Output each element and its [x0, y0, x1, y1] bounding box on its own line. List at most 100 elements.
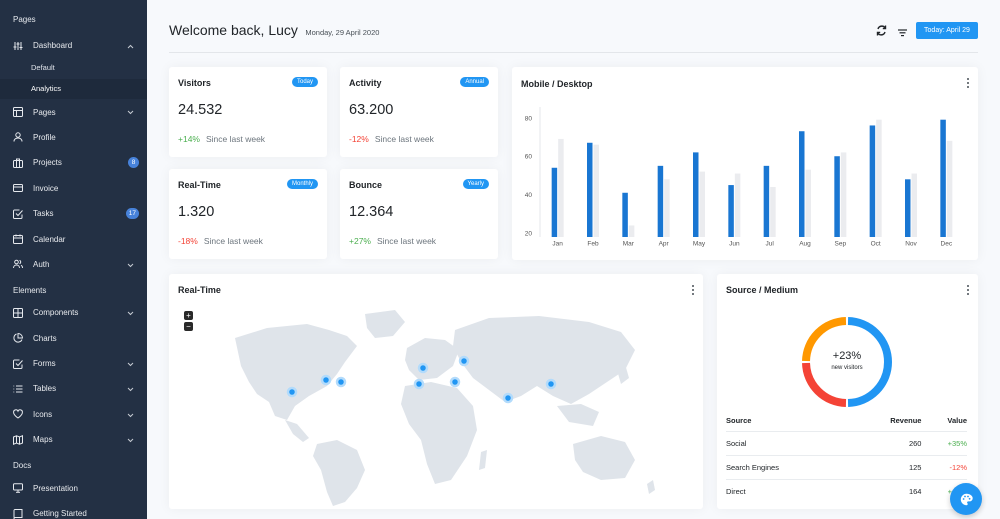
sidebar-item-profile[interactable]: Profile — [0, 125, 147, 150]
sidebar: Pages Dashboard Default Analytics Pages … — [0, 0, 147, 519]
map-landmass — [235, 310, 655, 506]
donut-segment-2 — [802, 362, 847, 407]
realtime-card: Real-Time Monthly 1.320 -18% Since last w… — [169, 169, 327, 259]
briefcase-icon — [13, 158, 23, 168]
row-value: -12% — [949, 462, 967, 472]
sidebar-item-invoice[interactable]: Invoice — [0, 176, 147, 201]
sidebar-item-calendar[interactable]: Calendar — [0, 226, 147, 251]
filter-icon[interactable] — [897, 25, 908, 37]
chevron-down-icon — [127, 360, 134, 369]
bounce-card: Bounce Yearly 12.364 +27% Since last week — [340, 169, 498, 259]
sidebar-item-label: Profile — [33, 132, 56, 142]
sidebar-item-charts[interactable]: Charts — [0, 326, 147, 351]
sidebar-item-label: Tables — [33, 384, 57, 394]
map-japan — [617, 364, 629, 384]
bar-series-1-feb — [587, 142, 593, 237]
sidebar-item-pages[interactable]: Pages — [0, 99, 147, 124]
stat-value: 1.320 — [178, 204, 215, 220]
y-tick-label: 20 — [525, 231, 533, 238]
theme-settings-button[interactable] — [950, 483, 982, 515]
row-revenue: 164 — [908, 486, 922, 496]
row-source: Search Engines — [726, 462, 779, 472]
donut-segment-3 — [802, 317, 847, 362]
sidebar-item-label: Icons — [33, 409, 53, 419]
check-square-icon — [13, 359, 23, 369]
period-badge: Yearly — [462, 179, 489, 189]
sidebar-item-label: Getting Started — [33, 509, 87, 519]
card-title: Mobile / Desktop — [521, 79, 593, 89]
sidebar-item-presentation[interactable]: Presentation — [0, 475, 147, 500]
projects-count-badge: 8 — [128, 157, 139, 169]
source-medium-card: Source / Medium +23% new visitors Source… — [717, 274, 978, 509]
x-tick-label: Aug — [799, 241, 811, 248]
stat-value: 12.364 — [349, 204, 394, 220]
y-tick-label: 80 — [525, 115, 533, 122]
bar-series-2-aug — [805, 169, 811, 237]
more-vertical-icon[interactable] — [689, 283, 697, 295]
sliders-icon — [13, 41, 23, 51]
map-marker — [458, 355, 470, 367]
column-header-source: Source — [726, 416, 752, 426]
map-marker — [413, 378, 425, 390]
activity-card: Activity Annual 63.200 -12% Since last we… — [340, 67, 498, 157]
sidebar-subitem-analytics[interactable]: Analytics — [0, 78, 147, 100]
y-tick-label: 40 — [525, 192, 533, 199]
palette-icon — [960, 493, 973, 506]
page-title: Welcome back, Lucy — [169, 22, 298, 38]
sidebar-item-label: Pages — [33, 107, 56, 117]
realtime-map-card: Real-Time + − — [169, 274, 703, 509]
x-tick-label: Oct — [871, 241, 881, 248]
sidebar-item-label: Dashboard — [33, 41, 73, 51]
map-zoom-out-button[interactable]: − — [184, 322, 193, 331]
bar-series-2-mar — [628, 225, 635, 237]
sidebar-item-tables[interactable]: Tables — [0, 376, 147, 401]
sidebar-item-auth[interactable]: Auth — [0, 252, 147, 277]
bar-series-1-sep — [834, 156, 840, 237]
user-icon — [13, 132, 23, 143]
sidebar-item-components[interactable]: Components — [0, 300, 147, 325]
x-tick-label: Feb — [587, 241, 599, 248]
map-zoom-in-button[interactable]: + — [184, 311, 193, 320]
sidebar-item-dashboard[interactable]: Dashboard — [0, 33, 147, 58]
y-tick-label: 60 — [525, 154, 533, 161]
tasks-count-badge: 17 — [125, 207, 139, 219]
page-date: Monday, 29 April 2020 — [305, 28, 380, 37]
row-revenue: 260 — [908, 438, 922, 448]
card-title: Real-Time — [178, 285, 221, 295]
column-header-value: Value — [947, 416, 967, 426]
x-tick-label: Apr — [659, 241, 670, 248]
x-tick-label: Jan — [552, 241, 563, 248]
layout-icon — [13, 107, 23, 118]
today-button[interactable]: Today: April 29 — [916, 22, 978, 39]
map-north-america — [235, 324, 357, 420]
sidebar-subitem-default[interactable]: Default — [31, 63, 55, 73]
stat-trend: -12% Since last week — [349, 134, 434, 144]
bar-series-2-sep — [840, 152, 847, 237]
sidebar-item-tasks[interactable]: Tasks 17 — [0, 201, 147, 226]
more-vertical-icon[interactable] — [964, 76, 972, 88]
sidebar-item-getting-started[interactable]: Getting Started — [0, 501, 147, 519]
more-vertical-icon[interactable] — [964, 283, 972, 295]
sidebar-item-icons[interactable]: Icons — [0, 402, 147, 427]
sidebar-section-docs: Docs — [13, 461, 32, 471]
mobile-desktop-card: Mobile / Desktop 20 40 60 80 Jan Feb Mar Apr May… — [512, 67, 978, 260]
bar-series-2-apr — [664, 179, 670, 237]
map-marker — [502, 392, 514, 404]
sidebar-item-projects[interactable]: Projects 8 — [0, 150, 147, 175]
bar-series-2-nov — [911, 173, 917, 237]
refresh-icon[interactable] — [876, 24, 887, 37]
main-content: Welcome back, Lucy Monday, 29 April 2020… — [147, 0, 1000, 519]
bar-series-2-jan — [558, 138, 564, 237]
map-europe — [405, 338, 459, 380]
book-icon — [13, 508, 23, 519]
x-tick-label: Jun — [729, 241, 740, 248]
map-greenland — [365, 310, 405, 338]
x-tick-label: Mar — [623, 241, 635, 248]
map-icon — [13, 434, 23, 445]
card-title: Activity — [349, 78, 382, 88]
header-divider — [169, 52, 978, 53]
sidebar-item-maps[interactable]: Maps — [0, 427, 147, 452]
donut-segment-1 — [847, 317, 892, 407]
credit-card-icon — [13, 183, 23, 193]
sidebar-item-forms[interactable]: Forms — [0, 351, 147, 376]
